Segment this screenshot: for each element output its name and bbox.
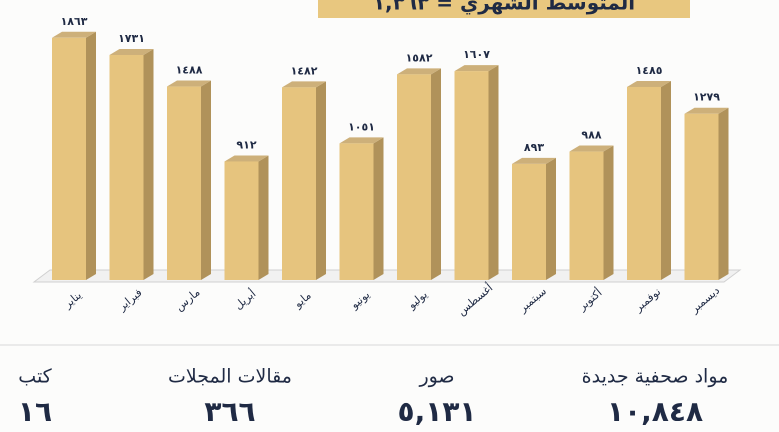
bar-face [454, 71, 489, 280]
bar-face [512, 163, 546, 280]
value-label: ١٦٠٧ [463, 48, 490, 61]
bar-face [258, 155, 269, 280]
stat-value: ١٠,٨٤٨ [607, 395, 703, 428]
value-label: ١٤٨٥ [636, 64, 663, 77]
value-label: ١٧٣١ [118, 32, 145, 45]
stat-value: ٣٦٦ [204, 395, 255, 428]
bar-face [339, 137, 384, 144]
stat-label: صور [418, 366, 454, 388]
x-tick-label: مايو [291, 289, 314, 311]
bar-face [488, 65, 499, 280]
bar-face [224, 161, 259, 280]
bar-face [282, 87, 316, 280]
x-tick-label: أبريل [231, 286, 258, 312]
bar-face [109, 48, 154, 55]
bar [224, 155, 269, 280]
bar-face [397, 68, 441, 75]
bar-face [431, 68, 441, 280]
title-box [318, 0, 690, 18]
bar [109, 48, 154, 280]
value-label: ١٢٧٩ [693, 91, 720, 104]
bar-face [454, 65, 499, 72]
bar-face [316, 81, 326, 280]
bar-face [201, 80, 211, 280]
bar-face [627, 80, 671, 87]
x-tick-label: مارس [173, 286, 203, 314]
x-tick-label: أكتوبر [574, 285, 604, 313]
value-label: ٩٨٨ [581, 129, 601, 142]
bar-face [718, 107, 729, 280]
bar [454, 65, 499, 280]
chart-title: المتوسط الشهري = ١,٣٦٣ [373, 0, 635, 16]
bar-face [109, 54, 144, 280]
bar [167, 80, 211, 280]
bar [627, 80, 671, 280]
bar [684, 107, 729, 280]
value-label: ٩١٢ [236, 138, 256, 151]
bar [397, 68, 441, 280]
bar-face [684, 107, 729, 114]
value-label: ١٠٥١ [348, 120, 375, 133]
bar-face [167, 80, 211, 87]
bar-face [397, 74, 431, 280]
bar-face [339, 143, 374, 280]
bar-face [569, 145, 614, 152]
x-tick-label: أغسطس [454, 280, 495, 318]
x-tick-label: نوفمبر [631, 285, 663, 315]
bar [282, 81, 326, 280]
bar-face [627, 86, 661, 280]
bar-face [373, 137, 384, 280]
bar [569, 145, 614, 280]
x-tick-label: سبتمبر [516, 284, 549, 315]
bar-face [86, 31, 96, 281]
bar-face [52, 37, 86, 281]
stat-label: مقالات المجلات [168, 366, 292, 388]
x-tick-label: يونيو [347, 288, 372, 312]
bar-face [684, 113, 719, 280]
x-tick-label: يوليو [405, 288, 430, 312]
value-label: ١٤٨٢ [291, 64, 318, 77]
bar-face [569, 151, 604, 280]
bar-face [143, 48, 154, 280]
stat-value: ٥,١٣١ [398, 395, 477, 428]
bar [339, 137, 384, 280]
stat-value: ١٦ [18, 395, 52, 428]
bar-face [661, 80, 671, 280]
x-tick-label: فبراير [115, 286, 145, 314]
value-label: ١٥٨٢ [406, 51, 433, 64]
bar-face [512, 157, 556, 164]
bar-face [167, 86, 201, 280]
bar-face [224, 155, 269, 162]
value-label: ٨٩٣ [524, 141, 544, 154]
bar-face [546, 157, 556, 280]
stat-label: مواد صحفية جديدة [582, 366, 729, 388]
bar [512, 157, 556, 280]
bar-face [52, 31, 96, 38]
stat-label: كتب [18, 366, 52, 388]
x-tick-label: ديسمبر [687, 284, 722, 316]
value-label: ١٤٨٨ [176, 64, 203, 77]
bar [52, 31, 96, 281]
value-label: ١٨٦٣ [61, 15, 88, 28]
bar-face [282, 81, 326, 88]
bar-face [603, 145, 614, 280]
x-tick-label: يناير [61, 289, 85, 312]
